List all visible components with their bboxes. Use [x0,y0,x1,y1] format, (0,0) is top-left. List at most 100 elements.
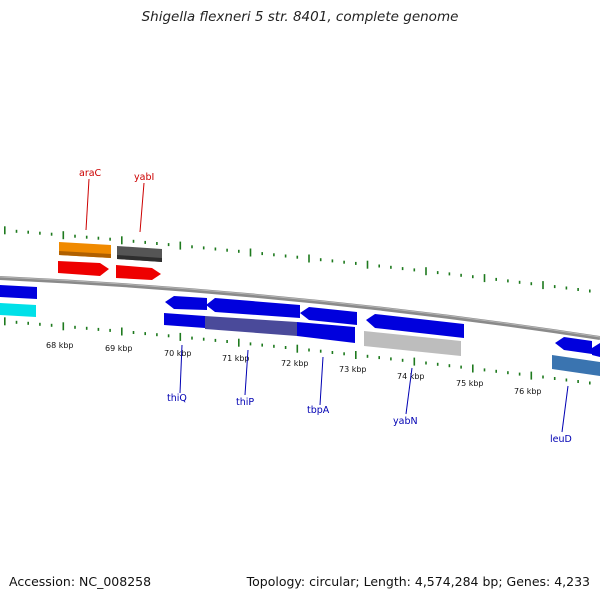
upper-row-minor-tick [15,229,18,233]
upper-row-minor-tick [273,253,275,257]
lower-row-minor-tick [366,354,369,358]
lower-row-major-tick [179,332,182,341]
lower-row-minor-tick [50,323,53,327]
gene-label-tbpA[interactable]: tbpA [307,405,330,416]
genome-backbone [0,276,600,340]
upper-row-major-tick [308,254,310,263]
feature-left-cyan-bar[interactable] [0,303,36,317]
tick-label-76kbp: 76 kbp [514,387,542,396]
upper-row-major-tick [249,248,252,257]
lower-row-minor-tick [390,357,392,361]
upper-row-minor-tick [109,237,111,241]
upper-row-major-tick [121,236,123,245]
tick-label-75kbp: 75 kbp [456,379,484,388]
upper-row-minor-tick [132,239,135,243]
lower-row-minor-tick [542,375,544,379]
lower-row-minor-tick [401,358,404,362]
gene-yabI-red-arrow[interactable] [116,265,161,280]
lower-row-minor-tick [249,342,252,346]
upper-row-major-tick [4,226,6,235]
lower-tick-row [4,317,591,385]
gene-label-thiQ[interactable]: thiQ [167,393,187,404]
lower-row-major-tick [121,327,123,336]
genome-backbone-highlight [0,276,600,338]
upper-row-major-tick [62,231,65,240]
lower-row-minor-tick [27,321,29,325]
upper-row-minor-tick [214,247,217,251]
gene-leuD-arrow-2[interactable] [592,343,600,357]
lower-row-minor-tick [577,380,579,383]
gene-label-yabN[interactable]: yabN [393,416,418,427]
lower-row-minor-tick [191,336,193,340]
lower-row-major-tick [296,344,299,353]
upper-row-minor-tick [261,252,263,256]
upper-row-major-tick [483,274,486,283]
genome-stats-label: Topology: circular; Length: 4,574,284 bp… [246,574,590,589]
gene-label-leuD[interactable]: leuD [550,434,572,445]
connector-yabN [405,367,413,415]
upper-row-minor-tick [589,289,591,293]
tick-label-group: 68 kbp 69 kbp 70 kbp 71 kbp 72 kbp 73 kb… [46,341,542,396]
lower-row-minor-tick [132,331,135,334]
lower-row-minor-tick [109,328,111,332]
lower-row-minor-tick [343,352,345,356]
gene-araC-red-arrow[interactable] [58,261,109,276]
lower-row-minor-tick [518,372,521,376]
feature-left-blue-bar[interactable] [0,285,37,299]
gene-thiQ-arrow[interactable] [165,296,207,310]
upper-row-minor-tick [343,260,345,264]
upper-row-minor-tick [191,245,193,249]
gene-label-thiP[interactable]: thiP [236,397,254,408]
gene-yabN-bar[interactable] [364,331,461,356]
gene-leuD-arrow-1[interactable] [555,337,592,354]
lower-row-minor-tick [507,371,509,375]
genome-title: Shigella flexneri 5 str. 8401, complete … [141,9,459,25]
connector-thiP [244,349,249,396]
connector-araC [85,178,90,231]
lower-row-minor-tick [74,325,76,329]
forward-strand-features [58,242,162,280]
lower-row-minor-tick [589,381,591,385]
gene-label-araC[interactable]: araC [79,168,102,179]
gene-yabN-arrow[interactable] [366,314,464,338]
upper-row-minor-tick [565,286,568,290]
upper-row-minor-tick [448,272,451,276]
lower-row-major-tick [413,357,416,366]
lower-row-minor-tick [85,326,88,330]
lower-row-minor-tick [97,327,100,331]
gene-label-yabI[interactable]: yabI [134,172,154,183]
lower-row-minor-tick [308,348,310,352]
lower-row-major-tick [355,351,357,359]
gene-thiP-arrow[interactable] [206,298,300,318]
upper-row-minor-tick [296,255,299,259]
upper-row-minor-tick [378,264,380,268]
gene-thiP-bar[interactable] [205,316,297,336]
connector-thiQ [179,344,183,394]
upper-row-minor-tick [144,240,146,244]
gene-tbpA-bar[interactable] [297,322,355,343]
lower-row-minor-tick [226,340,228,343]
gene-yabI-gray-bar-shadow [117,255,162,262]
connector-tbpA [319,356,324,406]
gene-araC-orange-bar-shadow [59,251,111,258]
connector-leuD [561,385,569,433]
upper-row-major-tick [542,281,544,290]
lower-row-minor-tick [15,320,18,324]
gene-leuD-bar[interactable] [552,355,600,376]
upper-row-major-tick [425,267,427,276]
lower-row-minor-tick [460,365,462,369]
upper-row-minor-tick [507,279,509,283]
lower-row-minor-tick [261,343,263,347]
reverse-strand-features [0,285,600,376]
upper-row-minor-tick [355,261,357,265]
upper-row-minor-tick [413,268,416,272]
gene-thiQ-bar[interactable] [164,313,205,328]
upper-row-minor-tick [390,265,392,269]
upper-row-minor-tick [202,246,205,250]
gene-tbpA-arrow[interactable] [300,307,357,325]
lower-row-minor-tick [202,337,205,341]
lower-row-minor-tick [495,369,497,373]
lower-row-major-tick [238,338,240,347]
upper-row-minor-tick [167,243,170,247]
